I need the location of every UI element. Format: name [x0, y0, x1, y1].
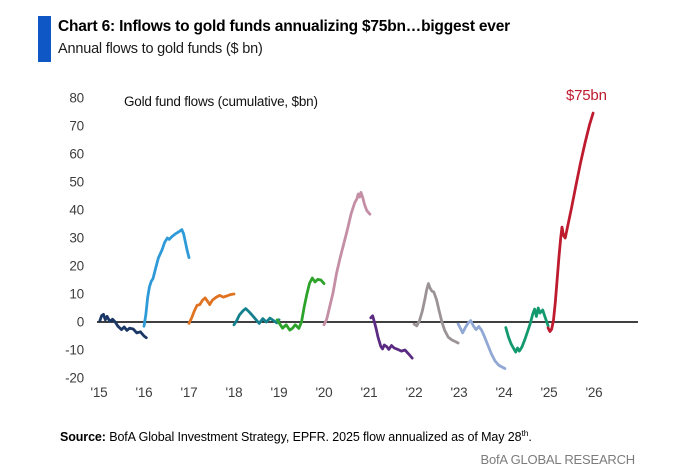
x-axis-tick-label: '23	[451, 385, 468, 400]
y-axis-tick-label: 30	[69, 231, 84, 246]
source-text: BofA Global Investment Strategy, EPFR. 2…	[105, 430, 522, 445]
series-line-2023	[456, 319, 507, 370]
y-axis-tick-label: 0	[77, 315, 84, 330]
chart-heading: Chart 6: Inflows to gold funds annualizi…	[58, 18, 510, 35]
y-axis-tick-label: -10	[65, 343, 84, 358]
y-axis-tick-label: 70	[69, 119, 84, 134]
y-axis-tick-label: 20	[69, 259, 84, 274]
x-axis-tick-label: '21	[361, 385, 378, 400]
x-axis-tick-label: '24	[496, 385, 514, 400]
y-axis-tick-label: 80	[69, 91, 84, 106]
series-line-2017	[187, 292, 236, 325]
x-axis-tick-label: '16	[136, 385, 153, 400]
gold-flows-line-chart: 80 70 60 50 40 30 20 10 0 -10 -20 '15 '16 '17 '18 '19 '2…	[65, 91, 638, 400]
source-note: Source: BofA Global Investment Strategy,…	[60, 428, 650, 444]
y-axis-tick-label: 40	[69, 203, 84, 218]
y-axis-tick-label: -20	[65, 371, 84, 386]
source-period: .	[528, 430, 532, 445]
x-axis-tick-label: '25	[541, 385, 558, 400]
accent-bar	[38, 16, 51, 62]
y-axis-tick-label: 50	[69, 175, 84, 190]
series-line-2024	[504, 306, 550, 354]
x-axis-tick-label: '26	[586, 385, 603, 400]
y-axis-tick-label: 60	[69, 147, 84, 162]
x-axis-tick-label: '18	[226, 385, 243, 400]
source-superscript: th	[521, 428, 529, 438]
x-axis-tick-label: '15	[91, 385, 108, 400]
x-axis-tick-label: '20	[316, 385, 333, 400]
series-line-2018	[232, 307, 281, 327]
series-line-2019	[275, 276, 326, 332]
x-axis-tick-label: '22	[406, 385, 423, 400]
chart-subheading: Annual flows to gold funds ($ bn)	[58, 41, 263, 57]
x-axis-tick-label: '19	[271, 385, 288, 400]
series-line-2020	[322, 191, 372, 327]
y-axis-tick-label: 10	[69, 287, 84, 302]
branding-text: BofA GLOBAL RESEARCH	[480, 452, 636, 467]
series-line-2021	[369, 314, 414, 360]
x-axis-tick-label: '17	[181, 385, 198, 400]
source-label: Source:	[60, 430, 106, 445]
series-line-2015	[98, 312, 148, 340]
series-line-2022	[412, 282, 460, 345]
chart-inner-title: Gold fund flows (cumulative, $bn)	[124, 94, 318, 109]
chart-plot-area: 80 70 60 50 40 30 20 10 0 -10 -20 '15 '16 '17 '18 '19 '2…	[0, 80, 675, 425]
series-line-2025	[546, 111, 595, 333]
peak-value-annotation: $75bn	[566, 87, 607, 104]
series-line-2016	[142, 228, 191, 328]
